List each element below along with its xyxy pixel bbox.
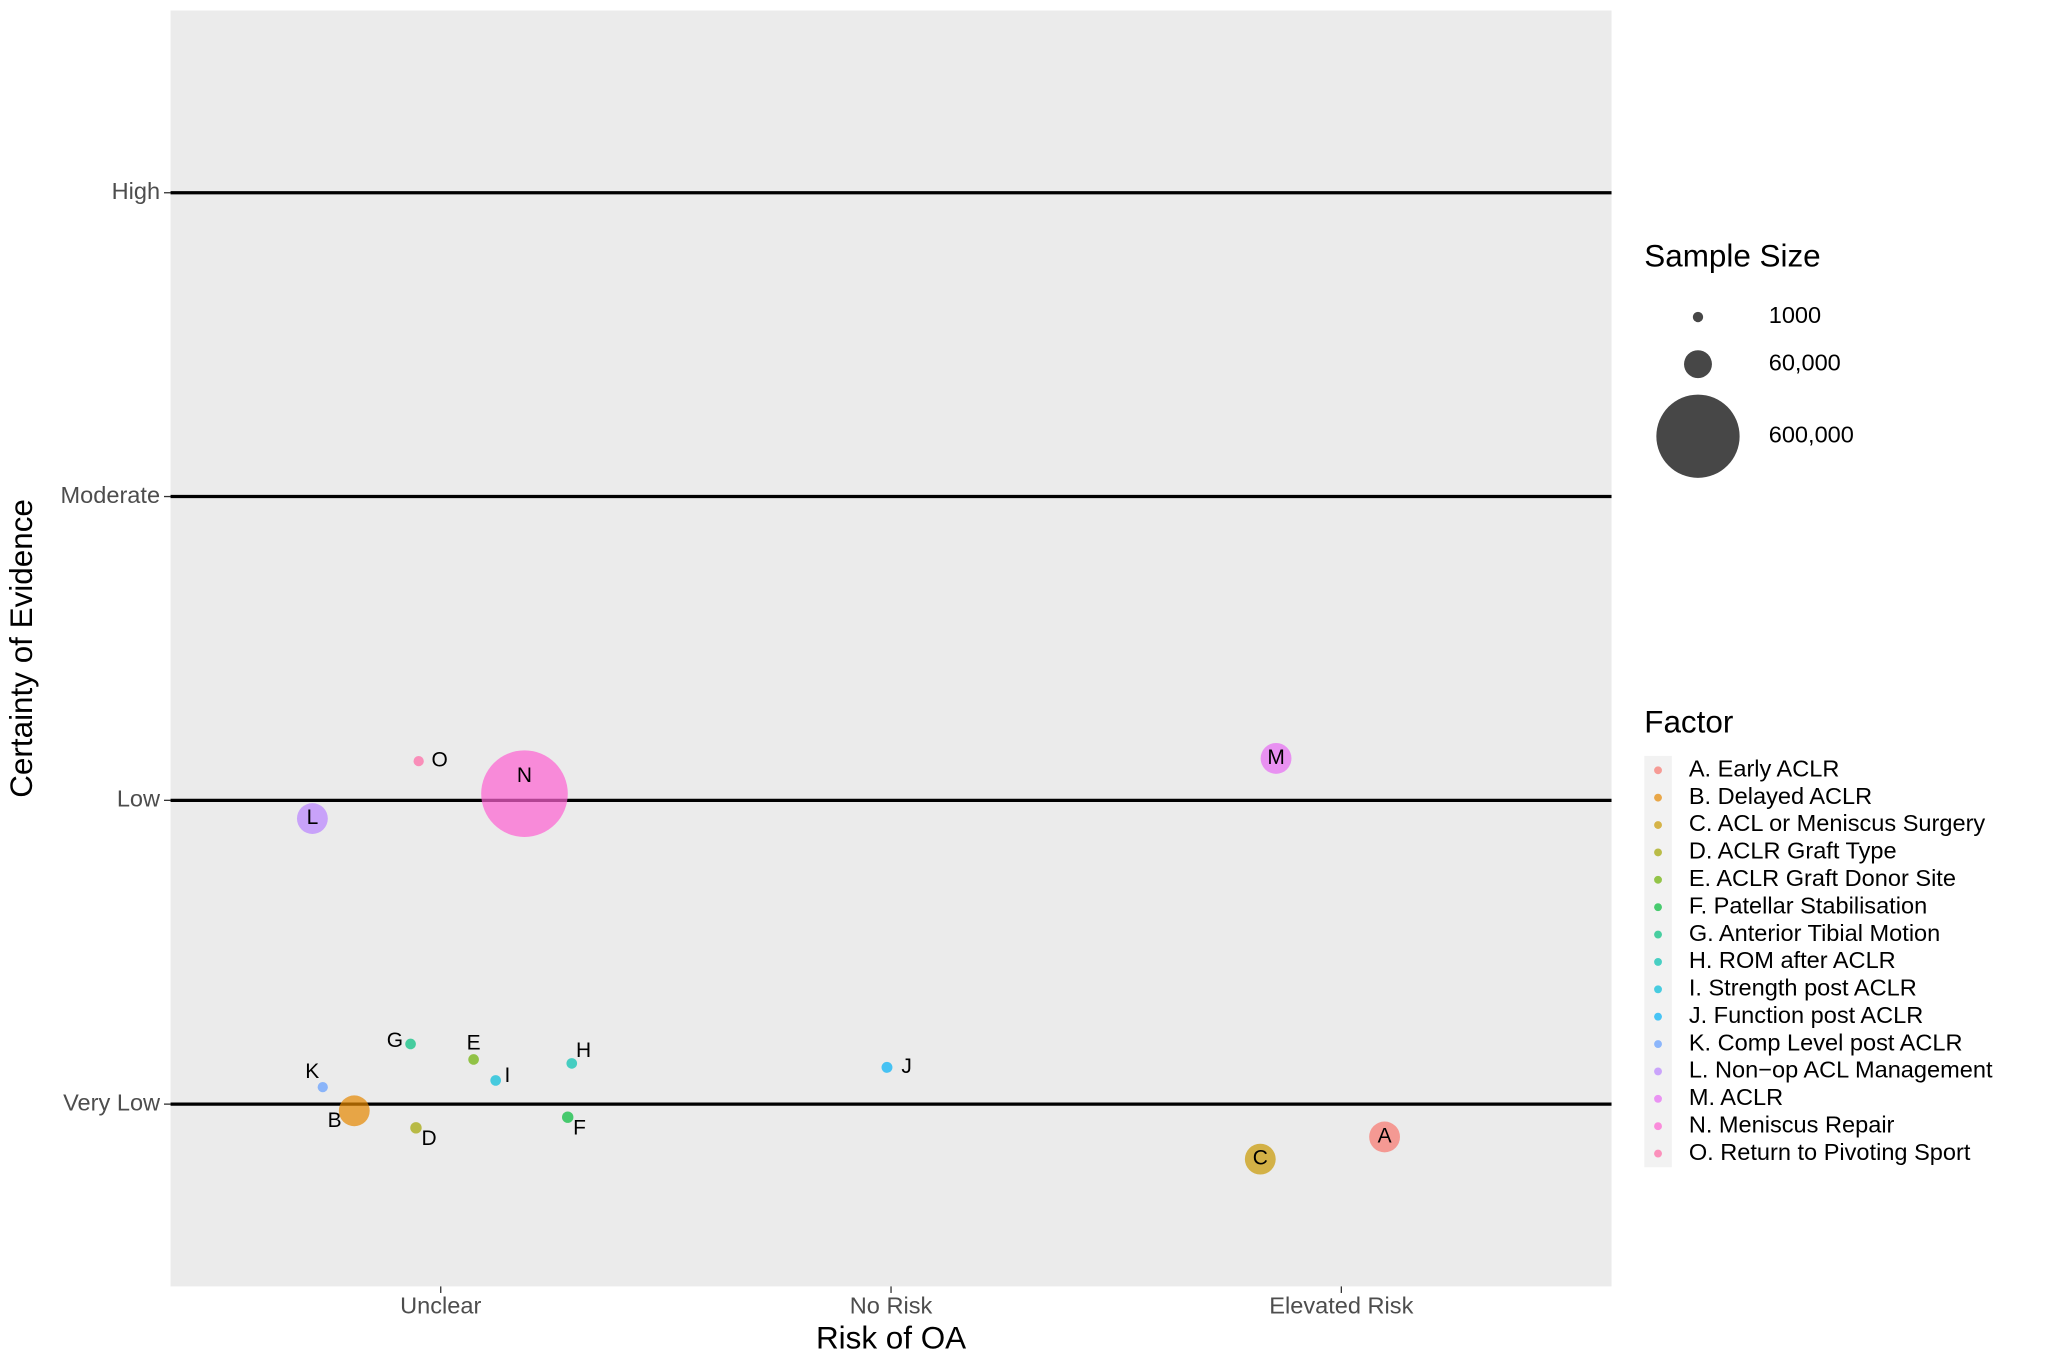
point-label: I — [505, 1064, 511, 1087]
legend-key — [1654, 930, 1662, 939]
legend-label: M. ACLR — [1689, 1084, 1783, 1110]
bubble — [410, 1122, 422, 1134]
bubble — [468, 1054, 479, 1065]
legend-key — [1654, 1122, 1662, 1131]
point-label: L — [307, 806, 319, 829]
legend-label: K. Comp Level post ACLR — [1689, 1029, 1963, 1055]
point-label: K — [305, 1060, 319, 1083]
size-legend-label: 600,000 — [1769, 421, 1854, 447]
x-tick-label: Unclear — [400, 1293, 481, 1319]
bubble — [1369, 1121, 1400, 1153]
x-tick-label: Elevated Risk — [1269, 1293, 1413, 1319]
legend-key — [1654, 821, 1662, 829]
size-legend-key — [1692, 311, 1704, 323]
size-legend-title: Sample Size — [1644, 238, 1820, 273]
legend-label: N. Meniscus Repair — [1689, 1111, 1895, 1137]
bubble — [317, 1081, 328, 1093]
y-tick-label: Very Low — [63, 1089, 161, 1115]
point-label: B — [328, 1109, 342, 1132]
legend-key — [1654, 1094, 1662, 1103]
legend-label: O. Return to Pivoting Sport — [1689, 1139, 1971, 1165]
legend-key — [1654, 985, 1662, 994]
y-tick-label: Low — [117, 786, 161, 812]
legend-key — [1654, 766, 1662, 775]
legend-key — [1654, 793, 1662, 802]
point-label: G — [387, 1029, 403, 1052]
bubble — [490, 1075, 501, 1086]
legend-label: D. ACLR Graft Type — [1689, 838, 1897, 864]
size-legend-label: 60,000 — [1769, 349, 1841, 375]
bubble — [413, 756, 424, 767]
point-label: D — [422, 1127, 437, 1150]
bubble — [296, 803, 328, 834]
legend-key — [1654, 1012, 1662, 1021]
legend-key — [1654, 1067, 1662, 1076]
legend-key — [1654, 875, 1662, 884]
legend-label: A. Early ACLR — [1689, 755, 1840, 781]
legend-label: B. Delayed ACLR — [1689, 783, 1872, 809]
point-label: J — [901, 1055, 911, 1078]
point-label: E — [467, 1031, 481, 1054]
point-label: N — [517, 764, 532, 787]
legend-label: F. Patellar Stabilisation — [1689, 892, 1927, 918]
bubble — [481, 750, 568, 837]
point-label: F — [573, 1117, 586, 1140]
legend-title: Factor — [1644, 705, 1733, 740]
point-label: M — [1267, 746, 1284, 769]
legend-label: L. Non−op ACL Management — [1689, 1057, 1993, 1083]
x-axis-title: Risk of OA — [816, 1320, 966, 1355]
point-label: C — [1253, 1147, 1268, 1170]
legend-key — [1654, 848, 1662, 857]
legend-key — [1654, 1040, 1662, 1048]
bubble — [562, 1111, 574, 1123]
bubble — [405, 1038, 416, 1050]
legend-label: I. Strength post ACLR — [1689, 975, 1917, 1001]
bubble — [1244, 1143, 1276, 1175]
legend-label: C. ACL or Meniscus Surgery — [1689, 810, 1986, 836]
y-tick-label: High — [112, 178, 160, 204]
point-label: H — [576, 1039, 591, 1062]
y-axis-title: Certainty of Evidence — [4, 499, 39, 798]
legend-key — [1654, 1149, 1662, 1158]
size-legend-label: 1000 — [1769, 302, 1821, 328]
point-label: A — [1378, 1124, 1392, 1147]
legend-key — [1654, 957, 1662, 966]
plot-panel — [170, 10, 1612, 1287]
legend-label: G. Anterior Tibial Motion — [1689, 920, 1940, 946]
bubble — [881, 1061, 893, 1073]
point-label: O — [431, 749, 447, 772]
bubble — [1260, 742, 1292, 774]
legend-label: J. Function post ACLR — [1689, 1002, 1923, 1028]
size-legend-key — [1684, 350, 1712, 379]
y-tick-label: Moderate — [61, 482, 161, 508]
x-tick-label: No Risk — [850, 1293, 933, 1319]
legend-key — [1654, 903, 1662, 912]
legend-label: H. ROM after ACLR — [1689, 947, 1896, 973]
bubble — [338, 1095, 370, 1127]
bubble — [566, 1058, 578, 1069]
size-legend-key — [1656, 394, 1740, 478]
legend-label: E. ACLR Graft Donor Site — [1689, 865, 1956, 891]
